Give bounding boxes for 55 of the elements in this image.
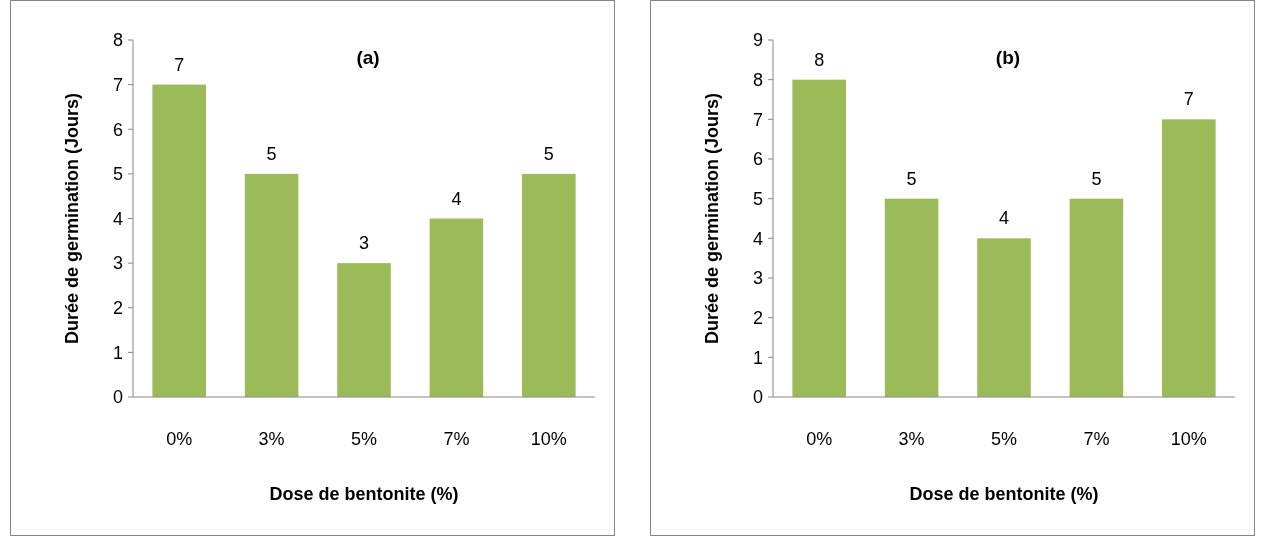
y-tick-label: 0 — [112, 387, 123, 408]
data-label: 8 — [814, 49, 825, 70]
data-label: 5 — [1091, 168, 1102, 189]
x-tick-label: 3% — [898, 429, 925, 449]
y-tick-label: 2 — [752, 307, 763, 328]
data-label: 5 — [543, 143, 554, 164]
y-tick-label: 4 — [112, 208, 123, 229]
chart-title: (a) — [356, 47, 380, 68]
bar — [429, 218, 484, 397]
bar — [1069, 198, 1124, 397]
y-tick-label: 9 — [752, 30, 763, 51]
data-label: 4 — [998, 208, 1010, 229]
bar — [152, 84, 206, 397]
data-label: 4 — [451, 188, 462, 209]
x-tick-label: 5% — [990, 429, 1018, 449]
y-tick-label: 8 — [752, 69, 763, 90]
x-tick-label: 7% — [443, 429, 470, 449]
y-tick-label: 3 — [112, 253, 123, 274]
bar — [244, 173, 299, 397]
x-tick-label: 0% — [806, 429, 833, 449]
y-tick-label: 6 — [112, 119, 123, 140]
y-tick-label: 1 — [752, 347, 763, 368]
y-tick-label: 4 — [752, 228, 763, 249]
y-axis-title: Durée de germination (Jours) — [62, 92, 82, 345]
data-label: 3 — [358, 233, 370, 254]
data-label: 5 — [266, 143, 277, 164]
y-tick-label: 3 — [752, 268, 763, 289]
y-tick-label: 0 — [752, 387, 763, 408]
y-tick-label: 7 — [112, 74, 123, 95]
x-tick-label: 10% — [530, 429, 567, 449]
y-tick-label: 2 — [112, 298, 123, 319]
bar — [1162, 119, 1216, 397]
bar — [884, 198, 939, 397]
bar — [977, 238, 1031, 397]
bar — [337, 263, 391, 397]
x-axis-title: Dose de bentonite (%) — [909, 484, 1099, 504]
bar — [522, 173, 576, 397]
x-tick-label: 10% — [1170, 429, 1207, 449]
y-tick-label: 5 — [752, 188, 763, 209]
x-tick-label: 7% — [1083, 429, 1110, 449]
data-label: 5 — [906, 168, 917, 189]
x-tick-label: 3% — [258, 429, 285, 449]
y-tick-label: 5 — [112, 164, 123, 185]
bar — [792, 79, 846, 397]
x-tick-label: 0% — [166, 429, 193, 449]
data-label: 7 — [174, 54, 185, 75]
chart-title: (b) — [995, 47, 1021, 68]
y-tick-label: 8 — [112, 30, 123, 51]
y-tick-label: 7 — [752, 109, 763, 130]
x-tick-label: 5% — [350, 429, 378, 449]
y-tick-label: 6 — [752, 149, 763, 170]
y-axis-title: Durée de germination (Jours) — [702, 92, 722, 345]
x-axis-title: Dose de bentonite (%) — [269, 484, 459, 504]
y-tick-label: 1 — [112, 342, 123, 363]
data-label: 7 — [1183, 89, 1194, 110]
